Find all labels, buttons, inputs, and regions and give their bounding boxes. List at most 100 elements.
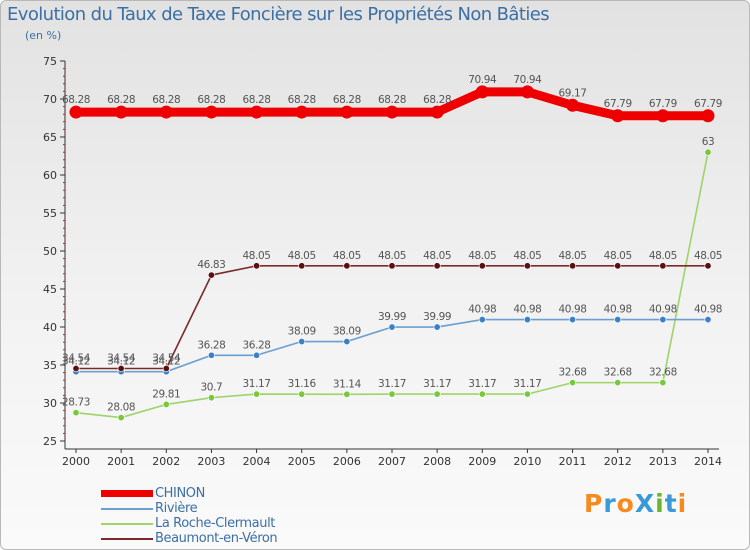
data-point [159, 105, 173, 119]
data-label: 48.05 [649, 250, 677, 262]
x-tick-label: 2001 [107, 455, 135, 468]
x-tick-label: 2003 [197, 455, 225, 468]
data-label: 68.28 [243, 94, 271, 106]
x-tick-label: 2008 [423, 455, 451, 468]
data-point [343, 390, 351, 398]
legend-swatch [101, 523, 153, 525]
data-label: 39.99 [423, 311, 451, 323]
data-point [433, 323, 441, 331]
data-point [72, 409, 80, 417]
data-point [704, 148, 712, 156]
data-point [72, 364, 80, 372]
data-label: 48.05 [694, 250, 722, 262]
data-label: 48.05 [288, 250, 316, 262]
legend-swatch [101, 538, 153, 540]
data-label: 31.17 [243, 378, 271, 390]
data-label: 32.68 [559, 367, 587, 379]
y-tick-label: 50 [43, 245, 57, 258]
data-point [430, 105, 444, 119]
data-point [611, 109, 625, 123]
data-point [569, 379, 577, 387]
data-label: 48.05 [333, 250, 361, 262]
data-label: 68.28 [423, 94, 451, 106]
data-point [388, 390, 396, 398]
data-label: 69.17 [559, 87, 587, 99]
data-label: 67.79 [694, 98, 722, 110]
x-tick-label: 2011 [559, 455, 587, 468]
data-point [207, 351, 215, 359]
logo-letter: X [634, 489, 656, 518]
data-label: 48.05 [423, 250, 451, 262]
data-label: 32.68 [604, 367, 632, 379]
data-label: 34.54 [62, 352, 91, 364]
data-point [298, 390, 306, 398]
data-point [614, 262, 622, 270]
data-point [250, 105, 264, 119]
chart-title: Evolution du Taux de Taxe Foncière sur l… [7, 4, 550, 25]
logo-letter: i [655, 489, 665, 518]
data-point [478, 390, 486, 398]
logo-letter: P [584, 489, 604, 518]
data-point [523, 262, 531, 270]
y-tick-label: 45 [43, 283, 57, 296]
data-point [475, 85, 489, 99]
data-point [298, 262, 306, 270]
data-point [385, 105, 399, 119]
data-label: 68.28 [378, 94, 406, 106]
data-point [114, 105, 128, 119]
data-label: 68.28 [333, 94, 361, 106]
data-label: 68.28 [62, 94, 90, 106]
data-label: 67.79 [604, 98, 632, 110]
x-tick-label: 2014 [694, 455, 722, 468]
data-point [253, 262, 261, 270]
data-label: 40.98 [649, 304, 677, 316]
data-labels: 68.28 68.28 68.28 68.28 68.28 68.28 68.28 68.28… [62, 74, 722, 414]
data-label: 48.05 [378, 250, 406, 262]
x-tick-label: 2000 [62, 455, 90, 468]
data-label: 30.7 [201, 382, 223, 394]
y-tick-label: 55 [43, 207, 57, 220]
data-label: 48.05 [243, 250, 271, 262]
data-label: 48.05 [559, 250, 587, 262]
x-tick-label: 2002 [152, 455, 180, 468]
logo-letter: t [664, 489, 678, 518]
data-label: 34.54 [152, 352, 181, 364]
data-point [117, 414, 125, 422]
legend-swatch [101, 490, 153, 497]
proxiti-logo: ProXiti [584, 489, 687, 518]
y-tick-label: 70 [43, 93, 57, 106]
data-point [207, 271, 215, 279]
y-tick-label: 60 [43, 169, 57, 182]
data-label: 29.81 [152, 388, 180, 400]
data-point [162, 400, 170, 408]
logo-letter: i [677, 489, 688, 518]
data-label: 38.09 [288, 326, 316, 338]
data-point [295, 105, 309, 119]
x-tick-label: 2012 [604, 455, 632, 468]
data-point [701, 109, 715, 123]
data-point [340, 105, 354, 119]
data-label: 68.28 [288, 94, 316, 106]
data-label: 31.17 [513, 378, 541, 390]
data-label: 40.98 [559, 304, 587, 316]
legend-label: La Roche-Clermault [155, 516, 276, 531]
data-label: 31.16 [288, 378, 317, 390]
data-point [704, 316, 712, 324]
data-point [343, 338, 351, 346]
data-point [117, 364, 125, 372]
data-label: 31.17 [423, 378, 451, 390]
data-label: 40.98 [513, 304, 541, 316]
x-tick-label: 2005 [288, 455, 316, 468]
data-point [253, 390, 261, 398]
data-label: 70.94 [513, 74, 542, 86]
x-tick-label: 2004 [243, 455, 271, 468]
data-label: 32.68 [649, 367, 677, 379]
data-point [520, 85, 534, 99]
data-label: 40.98 [694, 304, 722, 316]
data-label: 70.94 [468, 74, 497, 86]
data-label: 39.99 [378, 311, 406, 323]
legend-swatch [101, 508, 153, 510]
data-label: 48.05 [513, 250, 541, 262]
data-point [569, 262, 577, 270]
data-point [659, 379, 667, 387]
